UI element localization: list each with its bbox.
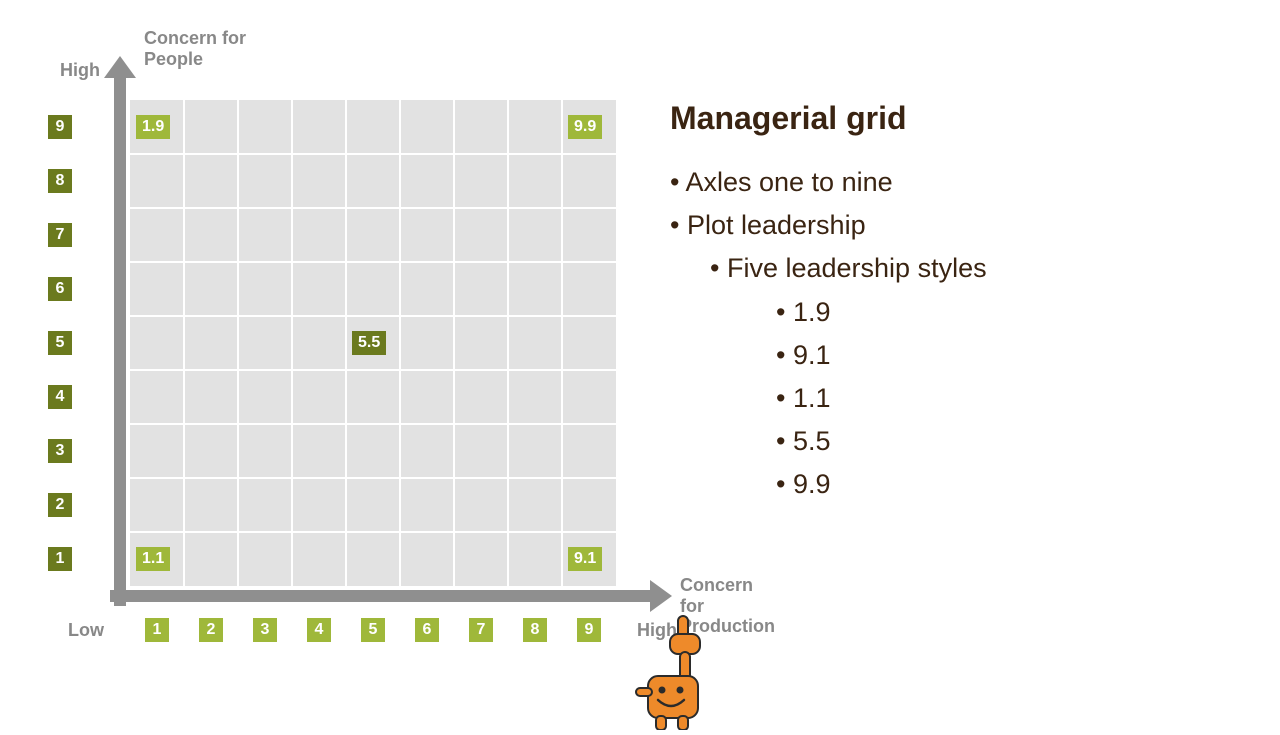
slide: Concern forPeople High Low 9 8 7 6 5 4 3 2 1 1 2 3… (0, 0, 1280, 720)
y-tick-9: 9 (48, 115, 72, 139)
y-axis-low-label: Low (68, 620, 104, 641)
x-tick-5: 5 (361, 618, 385, 642)
grid-point-5-5: 5.5 (352, 331, 386, 355)
x-tick-3: 3 (253, 618, 277, 642)
mascot-icon (630, 610, 720, 730)
bullet-item: Five leadership styles (710, 247, 1230, 290)
x-tick-8: 8 (523, 618, 547, 642)
y-tick-3: 3 (48, 439, 72, 463)
bullet-item: 1.9 (776, 291, 1230, 334)
y-axis-high-label: High (60, 60, 100, 81)
x-axis-arrow-icon (110, 586, 670, 606)
y-tick-8: 8 (48, 169, 72, 193)
bullet-item: Axles one to nine (670, 161, 1230, 204)
bullet-item: 1.1 (776, 377, 1230, 420)
bullet-item: 5.5 (776, 420, 1230, 463)
bullet-list: Axles one to ninePlot leadershipFive lea… (670, 161, 1230, 507)
grid-point-1-1: 1.1 (136, 547, 170, 571)
x-tick-6: 6 (415, 618, 439, 642)
x-tick-1: 1 (145, 618, 169, 642)
x-tick-2: 2 (199, 618, 223, 642)
y-tick-7: 7 (48, 223, 72, 247)
content-panel: Managerial grid Axles one to ninePlot le… (670, 100, 1230, 507)
y-axis-title-text: Concern forPeople (144, 28, 246, 69)
y-tick-1: 1 (48, 547, 72, 571)
bullet-item: 9.9 (776, 463, 1230, 506)
y-axis-arrow-icon (110, 58, 130, 606)
grid-point-9-9: 9.9 (568, 115, 602, 139)
y-tick-5: 5 (48, 331, 72, 355)
bullet-item: 9.1 (776, 334, 1230, 377)
managerial-grid-chart: Concern forPeople High Low 9 8 7 6 5 4 3 2 1 1 2 3… (40, 20, 660, 680)
y-tick-6: 6 (48, 277, 72, 301)
x-tick-4: 4 (307, 618, 331, 642)
bullet-item: Plot leadership (670, 204, 1230, 247)
y-axis-title: Concern forPeople (144, 28, 246, 69)
y-tick-2: 2 (48, 493, 72, 517)
page-title: Managerial grid (670, 100, 1230, 137)
x-tick-9: 9 (577, 618, 601, 642)
y-tick-4: 4 (48, 385, 72, 409)
grid-point-9-1: 9.1 (568, 547, 602, 571)
x-tick-7: 7 (469, 618, 493, 642)
grid-point-1-9: 1.9 (136, 115, 170, 139)
